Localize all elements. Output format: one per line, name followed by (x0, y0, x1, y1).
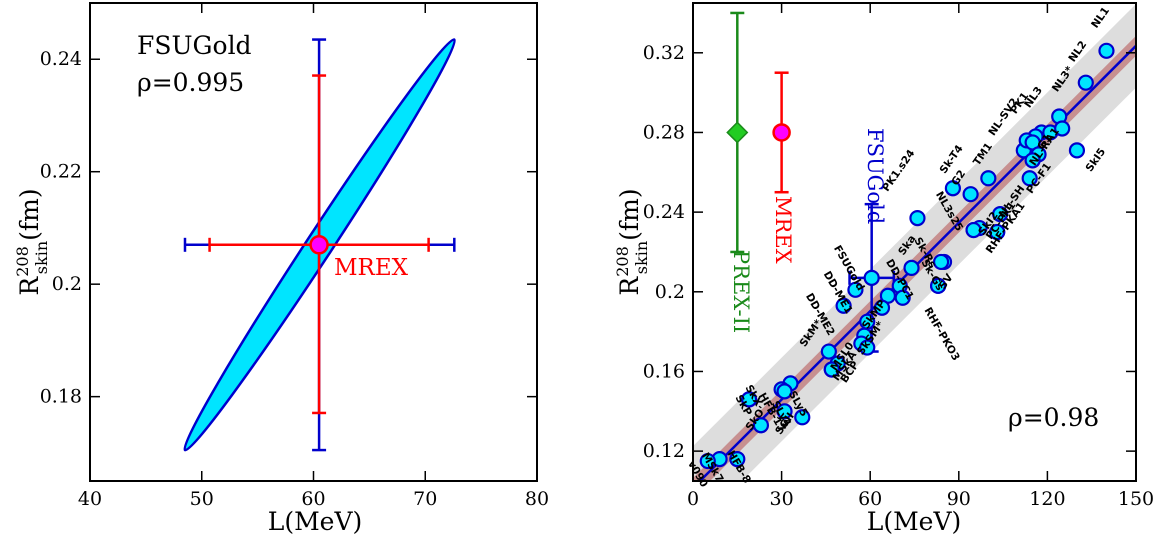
svg-text:R208skin(fm): R208skin(fm) (13, 188, 51, 295)
right-model-point (794, 409, 811, 426)
right-xtick-label: 120 (1029, 488, 1065, 510)
right-model-point (1077, 74, 1094, 91)
right-model-point (980, 170, 997, 187)
right-model-point (944, 180, 961, 197)
right-model-point (823, 361, 840, 378)
right-xtick-label: 150 (1118, 488, 1154, 510)
svg-text:R208skin(fm): R208skin(fm) (613, 188, 651, 295)
right-model-point (1098, 42, 1115, 59)
left-ytick-label: 0.22 (40, 161, 82, 183)
left-xtick-label: 50 (190, 488, 214, 510)
right-y-axis-label: R208skin(fm) (613, 188, 651, 295)
right-model-point (989, 223, 1006, 241)
left-ylabel-main: R (15, 276, 44, 296)
right-model-point (729, 450, 746, 468)
left-point-label-mrex: MREX (334, 255, 409, 281)
right-model-point (820, 343, 837, 360)
right-vertical-label-mrex: MREX (771, 196, 795, 264)
right-model-point (835, 297, 852, 314)
right-xtick-label: 0 (687, 488, 699, 510)
left-ylabel-sub: skin (32, 241, 51, 274)
right-ylabel-main: R (615, 276, 644, 296)
left-ytick-label: 0.24 (40, 48, 82, 70)
right-model-label: RHF-PKO3 (922, 305, 962, 363)
right-model-point (932, 253, 950, 271)
left-annotation-model: FSUGold (137, 31, 252, 60)
right-ytick-label: 0.2 (655, 281, 685, 303)
right-annotation-correlation: ρ=0.98 (1008, 403, 1099, 432)
left-xtick-label: 60 (301, 488, 325, 510)
right-vertical-label-fsugold: FSUGold (863, 128, 887, 224)
right-model-point (741, 391, 758, 408)
right-model-point (1054, 120, 1071, 137)
right-model-point (903, 259, 920, 276)
right-model-point (1024, 152, 1041, 169)
right-model-point (847, 281, 864, 298)
right-ytick-label: 0.16 (643, 360, 685, 382)
right-xtick-label: 60 (858, 488, 882, 510)
right-ytick-label: 0.32 (643, 42, 685, 64)
right-ylabel-sup: 208 (613, 246, 632, 277)
right-model-point (930, 277, 947, 294)
right-ytick-label: 0.12 (643, 440, 685, 462)
right-model-point (863, 269, 880, 286)
right-chart-panel: NL1NL2NL3*NL3PK1NL-SV2G1NL-RA1PC-F1NL-SH… (613, 2, 1154, 536)
left-ylabel-unit: (fm) (15, 188, 44, 240)
right-model-point (859, 339, 876, 356)
right-model-point (699, 452, 716, 470)
left-xtick-label: 70 (413, 488, 437, 510)
right-ytick-label: 0.24 (643, 201, 685, 223)
left-xtick-label: 40 (78, 488, 102, 510)
left-point-mrex (309, 235, 329, 255)
right-model-point (965, 221, 982, 239)
left-plot-area (183, 38, 456, 452)
left-ytick-label: 0.18 (40, 386, 82, 408)
right-model-point (873, 299, 891, 316)
right-ytick-label: 0.28 (643, 121, 685, 143)
right-model-point (909, 210, 926, 227)
right-point-mrex (772, 123, 791, 142)
right-ylabel-unit: (fm) (615, 188, 644, 240)
right-model-point (776, 403, 793, 420)
left-chart-panel: 40 50 60 70 80 0.18 0.2 0.22 0.24 FSUGold ρ=0.99… (13, 2, 549, 536)
right-model-point (992, 206, 1009, 223)
right-xtick-label: 30 (770, 488, 794, 510)
right-x-axis-label: L(MeV) (867, 507, 962, 534)
right-plot-frame (692, 2, 1137, 482)
right-ylabel-sub: skin (632, 241, 651, 274)
right-model-label: NL1 (1089, 5, 1112, 31)
right-model-point (1068, 142, 1086, 159)
right-point-prex (726, 121, 749, 144)
right-fit-outer-band (693, 3, 1136, 481)
right-model-point (1021, 170, 1038, 187)
right-xtick-label: 90 (947, 488, 971, 510)
left-x-axis-label: L(MeV) (268, 507, 363, 534)
left-axis-ticks: 40 50 60 70 80 0.18 0.2 0.22 0.24 (40, 3, 549, 510)
left-ylabel-sup: 208 (13, 246, 32, 277)
right-model-point (776, 383, 793, 400)
left-ytick-label: 0.2 (52, 273, 82, 295)
right-model-point (752, 417, 770, 434)
right-axis-ticks: 0 30 60 90 120 150 0.12 0.16 0.2 0.24 0.28 0.32 (643, 3, 1154, 510)
left-xtick-label: 80 (525, 488, 549, 510)
right-model-point (962, 186, 979, 203)
right-vertical-label-prex: PREX-II (729, 250, 753, 333)
left-y-axis-label: R208skin(fm) (13, 188, 51, 295)
right-model-label: SkI5 (1084, 146, 1109, 174)
left-annotation-correlation: ρ=0.995 (137, 68, 244, 97)
